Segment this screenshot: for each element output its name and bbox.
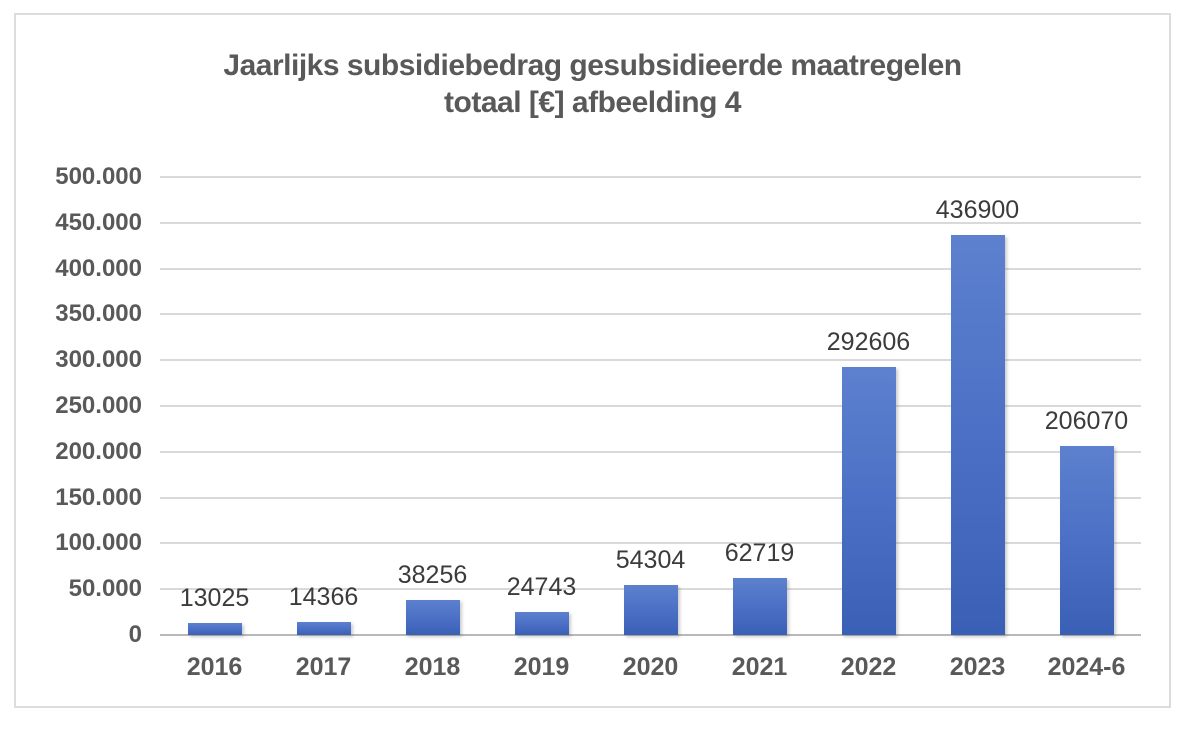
y-tick-label: 350.000	[55, 300, 142, 328]
bar-value-label: 13025	[179, 584, 250, 613]
gridline	[160, 542, 1141, 545]
gridline	[160, 405, 1141, 407]
bar-value-label: 62719	[724, 538, 795, 567]
gridline	[160, 221, 1141, 224]
bar-value-label: 292606	[826, 327, 911, 356]
bar-value-label: 436900	[935, 195, 1020, 224]
gridline	[160, 450, 1141, 453]
bar-value-label: 14366	[288, 582, 359, 611]
bar	[187, 623, 242, 635]
x-tick-label: 2021	[731, 653, 788, 681]
x-tick-label: 2020	[622, 653, 679, 681]
gridline	[160, 496, 1141, 499]
y-tick-label: 200.000	[55, 437, 142, 465]
y-tick-label: 400.000	[55, 254, 142, 282]
x-tick-label: 2017	[295, 653, 352, 681]
y-tick-label: 0	[128, 621, 142, 648]
chart-title-line-2: totaal [€] afbeelding 4	[444, 86, 741, 119]
bar	[514, 612, 569, 635]
y-tick-label: 250.000	[55, 392, 142, 419]
bar	[296, 621, 351, 635]
bar-value-label: 206070	[1044, 407, 1129, 436]
bar	[732, 577, 787, 635]
chart-title-line-1: Jaarlijks subsidiebedrag gesubsidieerde …	[223, 49, 962, 82]
gridline	[160, 313, 1141, 316]
bar	[841, 366, 896, 635]
y-tick-label: 100.000	[55, 529, 142, 557]
gridline	[160, 359, 1141, 362]
y-tick-label: 450.000	[55, 208, 142, 236]
bar	[950, 234, 1005, 635]
x-tick-label: 2022	[840, 653, 897, 681]
x-tick-label: 2016	[186, 653, 243, 681]
gridline	[160, 267, 1141, 270]
x-tick-label: 2018	[404, 653, 461, 681]
y-tick-label: 50.000	[68, 575, 142, 603]
bar-value-label: 24743	[506, 573, 577, 602]
chart-title: Jaarlijks subsidiebedrag gesubsidieerde …	[16, 47, 1169, 121]
x-tick-label: 2024-6	[1047, 653, 1126, 681]
bar-value-label: 54304	[615, 546, 686, 575]
y-tick-label: 300.000	[55, 346, 142, 374]
bar	[405, 599, 460, 635]
bar	[623, 585, 678, 635]
x-tick-label: 2023	[949, 653, 1006, 681]
x-tick-label: 2019	[513, 653, 570, 681]
bar-value-label: 38256	[397, 560, 468, 589]
gridline	[160, 176, 1141, 178]
y-tick-label: 150.000	[55, 483, 142, 511]
x-axis-line	[160, 634, 1141, 636]
y-tick-label: 500.000	[55, 163, 142, 190]
chart-frame: Jaarlijks subsidiebedrag gesubsidieerde …	[14, 13, 1171, 708]
bar	[1059, 446, 1114, 635]
